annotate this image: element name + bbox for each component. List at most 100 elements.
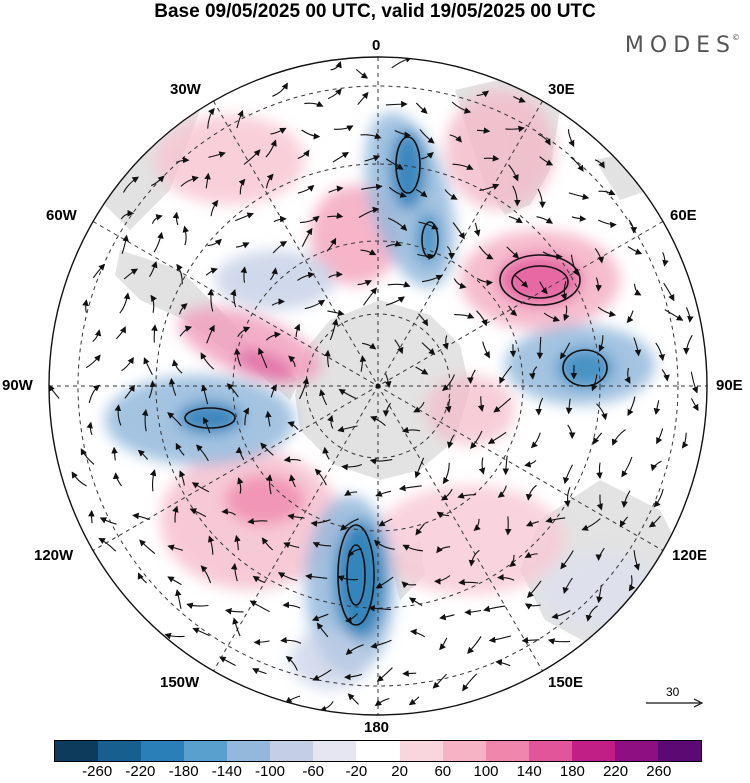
colorbar-swatch (442, 741, 486, 761)
colorbar-swatch (98, 741, 142, 761)
wind-vector (476, 127, 491, 134)
wind-vector (359, 355, 367, 372)
wind-vector (385, 296, 405, 306)
wind-vector (360, 249, 377, 256)
wind-vector (337, 425, 358, 433)
wind-vector (280, 636, 302, 644)
wind-vector (115, 326, 126, 340)
wind-vector (283, 541, 300, 549)
wind-vector (240, 266, 248, 283)
wind-vector (539, 281, 548, 295)
wind-vector (247, 517, 268, 525)
wind-vector (151, 324, 158, 343)
wind-vector (297, 271, 315, 281)
wind-vector (327, 414, 334, 429)
wind-vector (141, 409, 149, 432)
wind-vector (305, 573, 328, 580)
colorbar-swatch (657, 741, 701, 761)
wind-vector (619, 516, 629, 528)
colorbar-tick-label: 220 (603, 763, 629, 780)
colorbar-tick-label: -20 (345, 763, 368, 780)
wind-vector (150, 175, 165, 187)
wind-vector (328, 271, 343, 279)
wind-vector (237, 477, 244, 494)
wind-vector (536, 336, 544, 360)
wind-vector (288, 474, 296, 488)
lon-label-120e: 120E (672, 547, 708, 564)
wind-vector (664, 309, 684, 321)
wind-vector (312, 669, 332, 681)
colorbar-swatch (270, 741, 314, 761)
wind-vector (175, 589, 182, 610)
pos-anomaly-south-atlantic (155, 115, 305, 205)
wind-vector (597, 306, 617, 318)
wind-vector (537, 188, 546, 209)
wind-vector (369, 458, 393, 465)
lon-label-90w: 90W (2, 377, 33, 394)
wind-vector (207, 288, 215, 312)
wind-vector (690, 398, 699, 412)
wind-vector (560, 281, 568, 301)
wind-vector (596, 403, 608, 421)
wind-vector (358, 206, 380, 218)
wind-vector (167, 544, 183, 551)
wind-vector (363, 287, 377, 306)
wind-vector (235, 212, 254, 222)
wind-vector (595, 277, 603, 292)
wind-vector (509, 554, 517, 568)
wind-vector (235, 242, 250, 249)
wind-vector (502, 455, 510, 476)
wind-vector (204, 172, 211, 189)
wind-vector (621, 490, 631, 508)
wind-vector (139, 539, 156, 555)
wind-vector (137, 449, 149, 460)
wind-vector (476, 278, 494, 287)
wind-vector (451, 101, 472, 114)
wind-vector (179, 303, 188, 315)
wind-vector (595, 547, 605, 561)
wind-vector (413, 401, 425, 413)
wind-vector (626, 310, 634, 324)
wind-vector (382, 402, 392, 417)
wind-vector (418, 221, 439, 230)
wind-vector (319, 389, 328, 406)
pos-anomaly-drake-core (234, 349, 296, 381)
wind-vector (92, 329, 102, 343)
wind-vector (208, 535, 215, 555)
colorbar-swatch (485, 741, 529, 761)
wind-vector (167, 412, 182, 427)
wind-vector (506, 246, 520, 259)
wind-vector (375, 490, 392, 497)
wind-vector (681, 432, 689, 449)
wind-vector (333, 125, 354, 132)
wind-vector (591, 374, 598, 392)
wind-vector (236, 109, 244, 129)
wind-vector (398, 484, 422, 492)
colorbar-swatch (614, 741, 658, 761)
wind-vector (253, 638, 270, 646)
wind-vector (260, 442, 274, 456)
wind-vector (662, 252, 669, 267)
wind-vector (252, 668, 267, 675)
wind-vector (332, 152, 350, 163)
wind-vector (265, 474, 273, 495)
neg-anomaly-pacific-south (290, 630, 370, 690)
wind-vector (92, 263, 106, 279)
wind-vector (487, 431, 507, 444)
wind-vector (453, 278, 467, 289)
wind-vector (543, 312, 560, 322)
wind-vector (464, 608, 482, 616)
wind-vector (478, 457, 486, 475)
wind-vector (182, 225, 190, 246)
wind-vector (476, 90, 490, 98)
wind-vector (478, 245, 494, 260)
wind-vector (385, 100, 408, 108)
wind-vector (611, 429, 626, 446)
wind-vector (327, 212, 344, 219)
wind-vector (362, 342, 377, 350)
wind-vectors (49, 57, 699, 713)
wind-vector (633, 337, 642, 357)
wind-vector (508, 164, 519, 182)
pos-anomaly-tasman (375, 485, 565, 595)
